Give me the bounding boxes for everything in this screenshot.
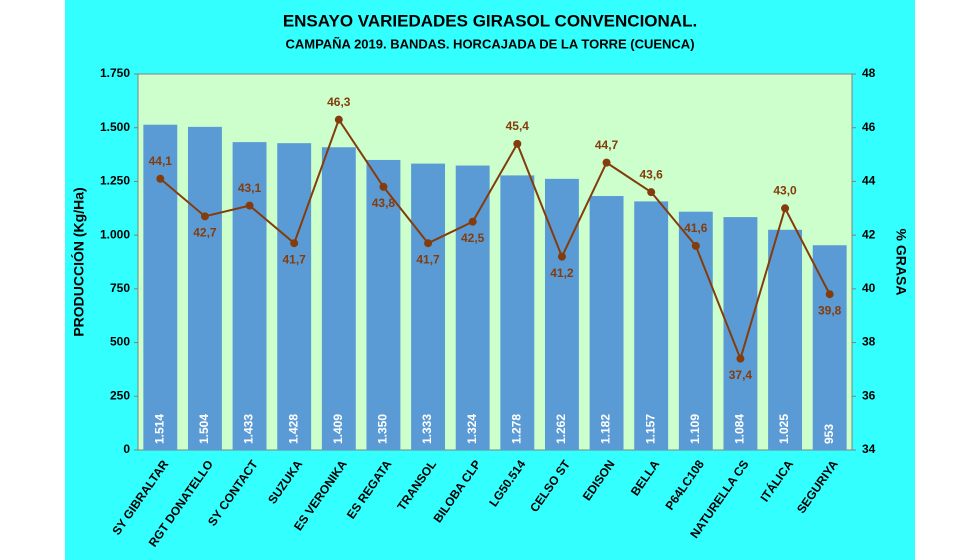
line-value-label: 41,2 <box>550 266 574 280</box>
bar-value-label: 1.278 <box>509 414 523 444</box>
line-value-label: 41,6 <box>684 221 708 235</box>
y2-tick-label: 46 <box>862 120 876 134</box>
chart-title: ENSAYO VARIEDADES GIRASOL CONVENCIONAL. <box>283 11 697 30</box>
y2-tick-label: 48 <box>862 66 876 80</box>
bar-value-label: 1.514 <box>152 414 166 444</box>
y-tick-label: 750 <box>110 281 130 295</box>
line-point <box>156 174 165 183</box>
bar-value-label: 1.109 <box>688 414 702 444</box>
bar-value-label: 953 <box>822 424 836 444</box>
line-point <box>200 212 209 221</box>
bar <box>232 142 267 450</box>
line-value-label: 43,6 <box>640 167 664 181</box>
bar-value-label: 1.025 <box>777 414 791 444</box>
bar <box>277 143 312 450</box>
line-value-label: 41,7 <box>416 252 440 266</box>
bar <box>411 163 446 450</box>
line-point <box>557 252 566 261</box>
y2-axis-label: % GRASA <box>893 229 909 296</box>
bar-value-label: 1.157 <box>643 414 657 444</box>
line-value-label: 39,8 <box>818 303 842 317</box>
line <box>159 117 831 362</box>
bar-value-label: 1.324 <box>465 414 479 444</box>
line-point <box>424 239 433 248</box>
bar <box>589 196 624 450</box>
bar <box>143 124 178 450</box>
line-value-label: 44,7 <box>595 138 619 152</box>
bar <box>544 178 579 450</box>
line-value-label: 45,4 <box>506 119 530 133</box>
bar <box>187 126 222 450</box>
line-point <box>647 188 656 197</box>
y-tick-label: 1.000 <box>100 227 130 241</box>
line-value-label: 44,1 <box>149 154 173 168</box>
line-value-label: 41,7 <box>283 252 307 266</box>
line-value-label: 37,4 <box>729 368 753 382</box>
bar-value-label: 1.428 <box>286 414 300 444</box>
bar <box>455 165 490 450</box>
line-value-label: 43,1 <box>238 181 262 195</box>
bar-value-label: 1.182 <box>599 414 613 444</box>
line-point <box>379 182 388 191</box>
chart-subtitle: CAMPAÑA 2019. BANDAS. HORCAJADA DE LA TO… <box>285 36 694 51</box>
line-point <box>290 239 299 248</box>
bar-value-label: 1.333 <box>420 414 434 444</box>
y-tick-label: 1.750 <box>100 66 130 80</box>
y2-tick-label: 36 <box>862 388 876 402</box>
bar <box>678 211 713 450</box>
line-point <box>736 354 745 363</box>
line-point <box>691 241 700 250</box>
bar <box>500 175 535 450</box>
bar-value-label: 1.350 <box>376 414 390 444</box>
line-value-label: 42,7 <box>193 226 217 240</box>
line-value-label: 42,5 <box>461 231 485 245</box>
bar-value-label: 1.409 <box>331 414 345 444</box>
y2-tick-label: 42 <box>862 227 876 241</box>
bar <box>634 201 669 450</box>
bar-value-label: 1.084 <box>733 414 747 444</box>
line-point <box>334 115 343 124</box>
y2-tick-label: 34 <box>862 442 876 456</box>
bar <box>723 217 758 450</box>
y-tick-label: 1.500 <box>100 120 130 134</box>
y-tick-label: 1.250 <box>100 174 130 188</box>
line-point <box>602 158 611 167</box>
y2-tick-label: 38 <box>862 335 876 349</box>
bar <box>321 147 356 450</box>
bar <box>768 229 803 450</box>
line-value-label: 46,3 <box>327 95 351 109</box>
line-value-label: 43,0 <box>773 183 797 197</box>
line-point <box>781 204 790 213</box>
line-point <box>825 290 834 299</box>
line-value-label: 43,8 <box>372 196 396 210</box>
bar-value-label: 1.433 <box>242 414 256 444</box>
y2-tick-label: 44 <box>862 174 876 188</box>
y-tick-label: 500 <box>110 335 130 349</box>
y-tick-label: 0 <box>123 442 130 456</box>
bar-value-label: 1.262 <box>554 414 568 444</box>
bar <box>366 159 401 450</box>
y-axis-label: PRODUCCIÓN (Kg/Ha) <box>70 187 87 336</box>
y-tick-label: 250 <box>110 388 130 402</box>
bar <box>812 245 847 450</box>
line-point <box>468 217 477 226</box>
line-point <box>245 201 254 210</box>
y2-tick-label: 40 <box>862 281 876 295</box>
line-point <box>513 139 522 148</box>
bar-value-label: 1.504 <box>197 414 211 444</box>
